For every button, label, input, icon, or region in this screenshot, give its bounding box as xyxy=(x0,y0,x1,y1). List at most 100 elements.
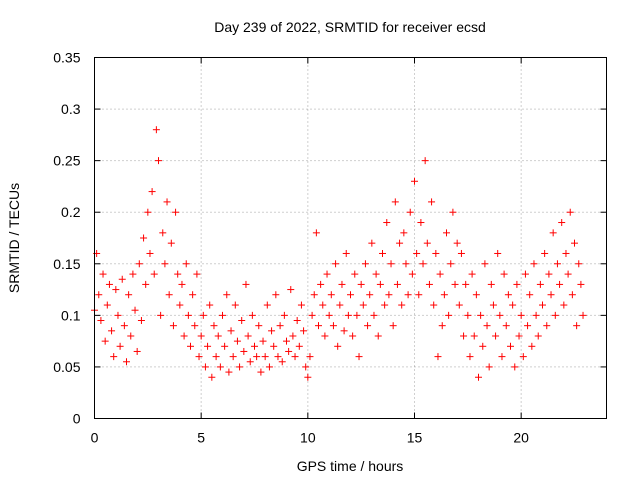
data-point xyxy=(455,301,463,309)
data-point xyxy=(404,291,412,299)
data-point xyxy=(408,270,416,278)
data-point xyxy=(319,301,327,309)
data-point xyxy=(534,332,542,340)
x-tick-label: 15 xyxy=(407,430,423,446)
data-point xyxy=(142,280,150,288)
data-point xyxy=(526,291,534,299)
data-point xyxy=(150,270,158,278)
data-point xyxy=(475,373,482,381)
data-point xyxy=(447,260,455,268)
data-point xyxy=(95,291,103,299)
data-point xyxy=(125,291,133,299)
data-point xyxy=(287,286,295,294)
data-point xyxy=(157,311,165,319)
y-tick-label: 0.35 xyxy=(53,50,80,66)
data-point xyxy=(110,353,118,361)
data-point xyxy=(383,219,391,227)
data-point xyxy=(549,229,557,237)
data-points xyxy=(91,126,587,381)
data-point xyxy=(374,332,382,340)
data-point xyxy=(417,219,425,227)
data-point xyxy=(391,198,399,206)
data-point xyxy=(566,208,574,216)
data-point xyxy=(112,286,120,294)
data-point xyxy=(289,332,297,340)
data-point xyxy=(265,363,273,371)
grid xyxy=(94,57,607,419)
data-point xyxy=(295,342,303,350)
data-point xyxy=(423,239,431,247)
data-point xyxy=(524,322,532,330)
data-point xyxy=(231,301,239,309)
data-point xyxy=(274,353,282,361)
data-point xyxy=(487,280,495,288)
data-point xyxy=(268,327,276,335)
data-point xyxy=(381,301,389,309)
data-point xyxy=(502,322,510,330)
data-point xyxy=(368,239,376,247)
data-point xyxy=(101,337,109,345)
data-point xyxy=(387,260,395,268)
data-point xyxy=(425,280,433,288)
data-point xyxy=(573,322,581,330)
plot-frame xyxy=(94,57,607,419)
data-point xyxy=(543,322,551,330)
data-point xyxy=(477,311,485,319)
data-point xyxy=(244,332,252,340)
data-point xyxy=(201,363,209,371)
data-point xyxy=(133,347,141,355)
data-point xyxy=(334,342,342,350)
data-point xyxy=(564,270,572,278)
data-point xyxy=(500,270,508,278)
data-point xyxy=(312,229,320,237)
data-point xyxy=(551,311,559,319)
data-point xyxy=(579,311,587,319)
data-point xyxy=(342,249,350,257)
data-point xyxy=(536,280,544,288)
data-point xyxy=(453,239,461,247)
data-point xyxy=(155,157,162,165)
data-point xyxy=(165,291,173,299)
data-point xyxy=(240,347,248,355)
data-point xyxy=(308,311,316,319)
data-point xyxy=(123,358,130,366)
data-point xyxy=(212,353,220,361)
data-point xyxy=(195,353,203,361)
data-point xyxy=(174,270,182,278)
data-point xyxy=(413,249,421,257)
data-point xyxy=(227,327,235,335)
data-point xyxy=(229,353,237,361)
data-point xyxy=(315,322,322,330)
data-point xyxy=(253,353,261,361)
data-point xyxy=(317,280,325,288)
data-point xyxy=(366,291,374,299)
data-point xyxy=(530,260,538,268)
data-point xyxy=(172,208,180,216)
data-point xyxy=(355,353,363,361)
data-point xyxy=(571,239,578,247)
data-point xyxy=(152,126,160,134)
data-point xyxy=(144,208,152,216)
y-axis-title: SRMTID / TECUs xyxy=(6,183,22,293)
data-point xyxy=(323,270,331,278)
data-point xyxy=(481,260,489,268)
data-point xyxy=(483,322,491,330)
data-point xyxy=(297,301,305,309)
data-point xyxy=(127,332,135,340)
data-point xyxy=(336,301,344,309)
data-point xyxy=(507,342,514,350)
data-point xyxy=(187,342,194,350)
data-point xyxy=(105,280,113,288)
data-point xyxy=(169,322,177,330)
data-point xyxy=(251,342,258,350)
data-point xyxy=(411,177,418,185)
data-point xyxy=(379,249,386,257)
y-tick-label: 0.3 xyxy=(61,101,81,117)
data-point xyxy=(325,311,333,319)
data-point xyxy=(310,291,318,299)
data-point xyxy=(434,353,442,361)
data-point xyxy=(108,327,116,335)
data-point xyxy=(402,260,410,268)
data-point xyxy=(357,280,365,288)
